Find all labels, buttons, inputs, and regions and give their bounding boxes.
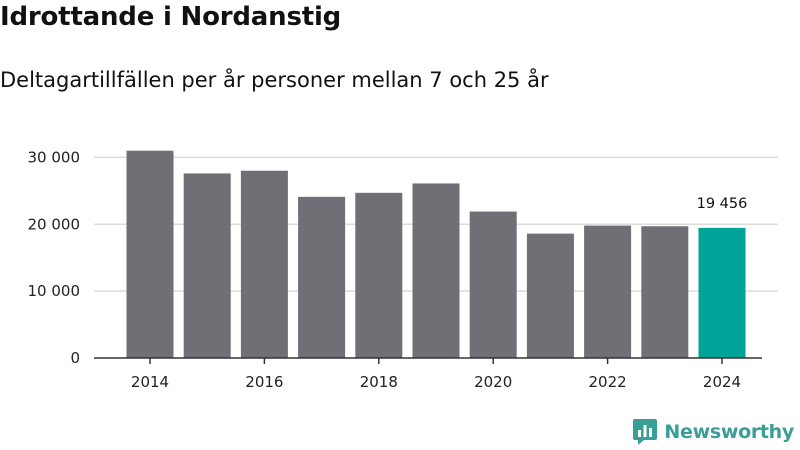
x-tick-label: 2020 [474,373,512,391]
bar [469,211,517,358]
brand-logo: Newsworthy [632,418,794,446]
brand-name: Newsworthy [664,421,794,443]
bar [355,192,403,358]
x-tick-label: 2024 [703,373,741,391]
y-tick-label: 30 000 [28,148,81,166]
bar [526,233,574,358]
y-tick-label: 10 000 [28,282,81,300]
bar [240,170,288,358]
data-label: 19 456 [697,196,748,212]
x-tick-label: 2018 [360,373,398,391]
bar [126,150,174,358]
bar [183,173,231,358]
bar [641,226,689,358]
bar [698,227,746,358]
y-tick-label: 0 [70,349,80,367]
bar [412,183,460,358]
x-tick-label: 2022 [589,373,627,391]
chart-title: Idrottande i Nordanstig [0,2,342,32]
bar [584,225,632,358]
y-tick-label: 20 000 [28,215,81,233]
bar [298,196,346,358]
x-tick-label: 2016 [245,373,283,391]
newsworthy-logo-icon [633,419,658,445]
x-tick-label: 2014 [131,373,169,391]
chart-subtitle: Deltagartillfällen per år personer mella… [0,68,549,92]
